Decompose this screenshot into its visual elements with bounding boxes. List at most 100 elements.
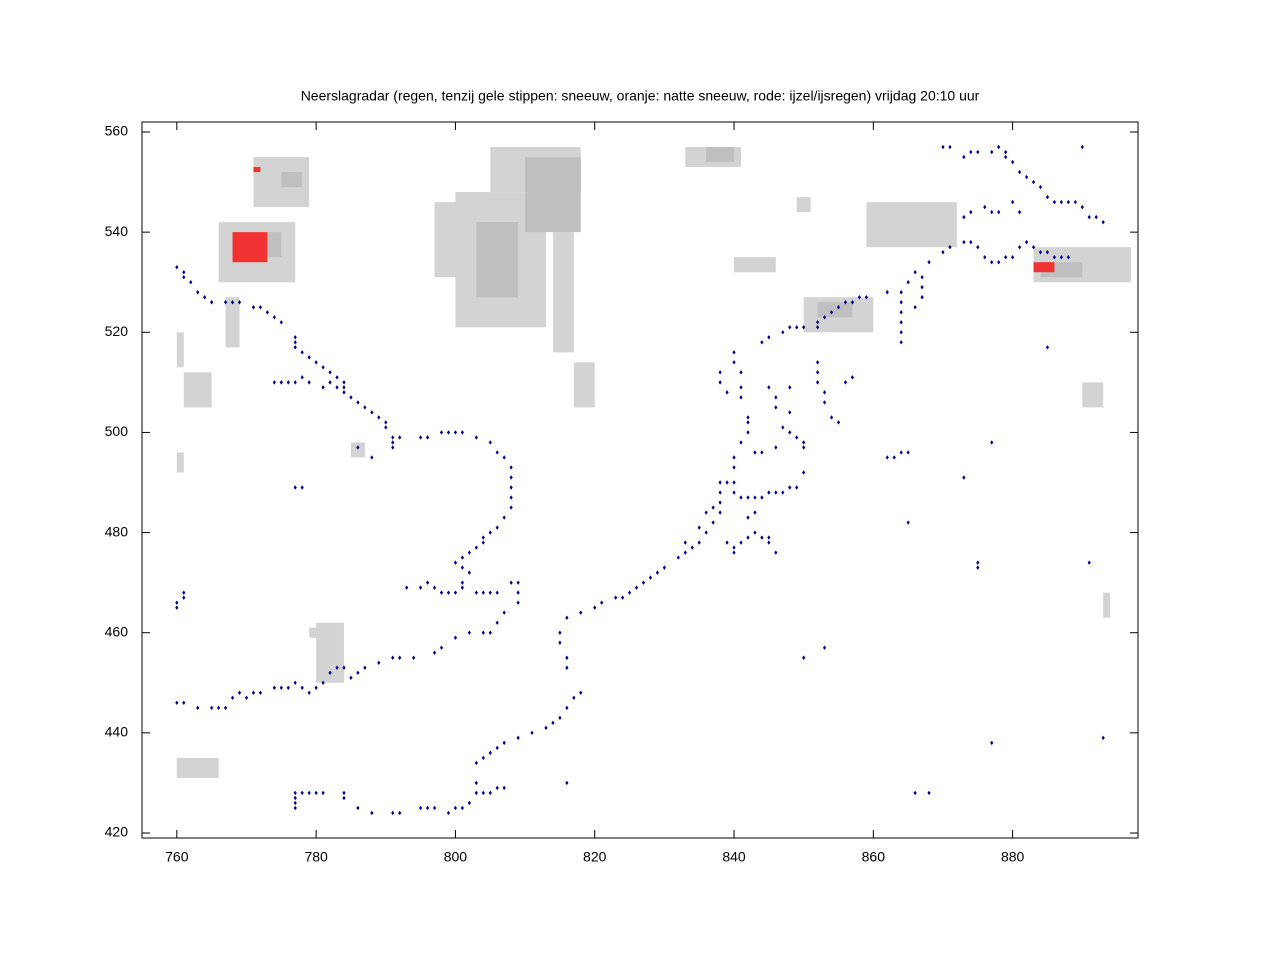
point xyxy=(321,680,325,685)
point xyxy=(634,585,639,590)
point xyxy=(732,360,736,365)
point xyxy=(453,805,458,811)
point xyxy=(356,805,360,811)
point xyxy=(237,300,242,305)
precipitation-cell xyxy=(309,627,338,638)
point xyxy=(746,535,750,540)
point xyxy=(210,300,214,305)
point xyxy=(1066,199,1070,205)
point xyxy=(774,490,778,495)
point xyxy=(279,685,283,690)
point xyxy=(802,445,806,450)
point xyxy=(175,600,179,605)
point xyxy=(829,310,834,315)
point xyxy=(767,540,771,545)
point xyxy=(453,430,458,435)
point xyxy=(662,565,666,570)
point xyxy=(976,560,980,565)
point xyxy=(718,380,722,385)
point xyxy=(488,590,492,595)
point xyxy=(704,530,708,535)
point xyxy=(244,695,249,701)
point xyxy=(816,320,820,325)
point xyxy=(927,790,931,796)
precipitation-cell xyxy=(281,172,303,188)
point xyxy=(460,555,464,560)
point xyxy=(272,315,276,320)
point xyxy=(732,490,736,495)
precipitation-cell xyxy=(183,372,212,408)
point xyxy=(286,685,290,690)
x-tick-label: 840 xyxy=(722,849,746,865)
point xyxy=(203,295,207,300)
point xyxy=(788,385,792,390)
point xyxy=(899,450,903,455)
point xyxy=(398,435,402,440)
point xyxy=(307,790,311,796)
point xyxy=(683,540,687,545)
point xyxy=(822,645,827,650)
point xyxy=(704,510,708,515)
point xyxy=(990,209,994,215)
point xyxy=(746,515,750,520)
point xyxy=(969,149,973,155)
point xyxy=(718,490,722,495)
point xyxy=(391,445,395,450)
point xyxy=(1017,169,1022,175)
precipitation-cell xyxy=(176,452,184,473)
point xyxy=(300,685,304,690)
point xyxy=(502,455,506,460)
point xyxy=(711,505,715,510)
point xyxy=(1059,199,1063,205)
y-tick-label: 500 xyxy=(105,423,129,439)
point xyxy=(398,810,402,816)
point xyxy=(822,315,827,320)
y-tick-label: 560 xyxy=(105,123,129,139)
precipitation-cell xyxy=(525,157,581,233)
point xyxy=(781,490,785,495)
point xyxy=(182,270,186,275)
point xyxy=(314,360,318,365)
point xyxy=(739,540,743,545)
point xyxy=(453,590,458,595)
point xyxy=(620,595,625,600)
point xyxy=(314,685,318,690)
point xyxy=(760,495,764,500)
point xyxy=(342,665,346,670)
point xyxy=(398,655,402,660)
point xyxy=(279,380,283,385)
point xyxy=(565,615,569,620)
x-tick-label: 880 xyxy=(1001,849,1025,865)
point xyxy=(349,395,353,400)
point xyxy=(927,259,931,265)
point xyxy=(495,450,499,455)
point xyxy=(495,590,499,595)
precipitation-cell xyxy=(1033,262,1055,273)
point xyxy=(237,690,242,695)
point xyxy=(1004,149,1008,155)
point xyxy=(802,470,806,475)
point xyxy=(446,590,451,595)
point xyxy=(1024,174,1029,180)
point xyxy=(488,790,492,796)
point xyxy=(739,440,743,445)
point xyxy=(913,270,917,275)
point xyxy=(488,630,492,635)
point xyxy=(439,645,444,650)
point xyxy=(1031,179,1036,185)
point xyxy=(829,415,834,420)
point xyxy=(175,700,179,706)
point xyxy=(795,435,799,440)
point xyxy=(976,244,980,250)
point xyxy=(753,530,757,535)
point xyxy=(1038,249,1043,255)
point xyxy=(1045,249,1050,255)
point xyxy=(920,285,924,290)
point xyxy=(474,545,478,550)
point xyxy=(516,735,520,741)
point xyxy=(802,655,806,660)
point xyxy=(474,790,478,796)
y-tick-label: 520 xyxy=(105,323,129,339)
x-tick-label: 800 xyxy=(444,849,468,865)
point xyxy=(816,370,820,375)
